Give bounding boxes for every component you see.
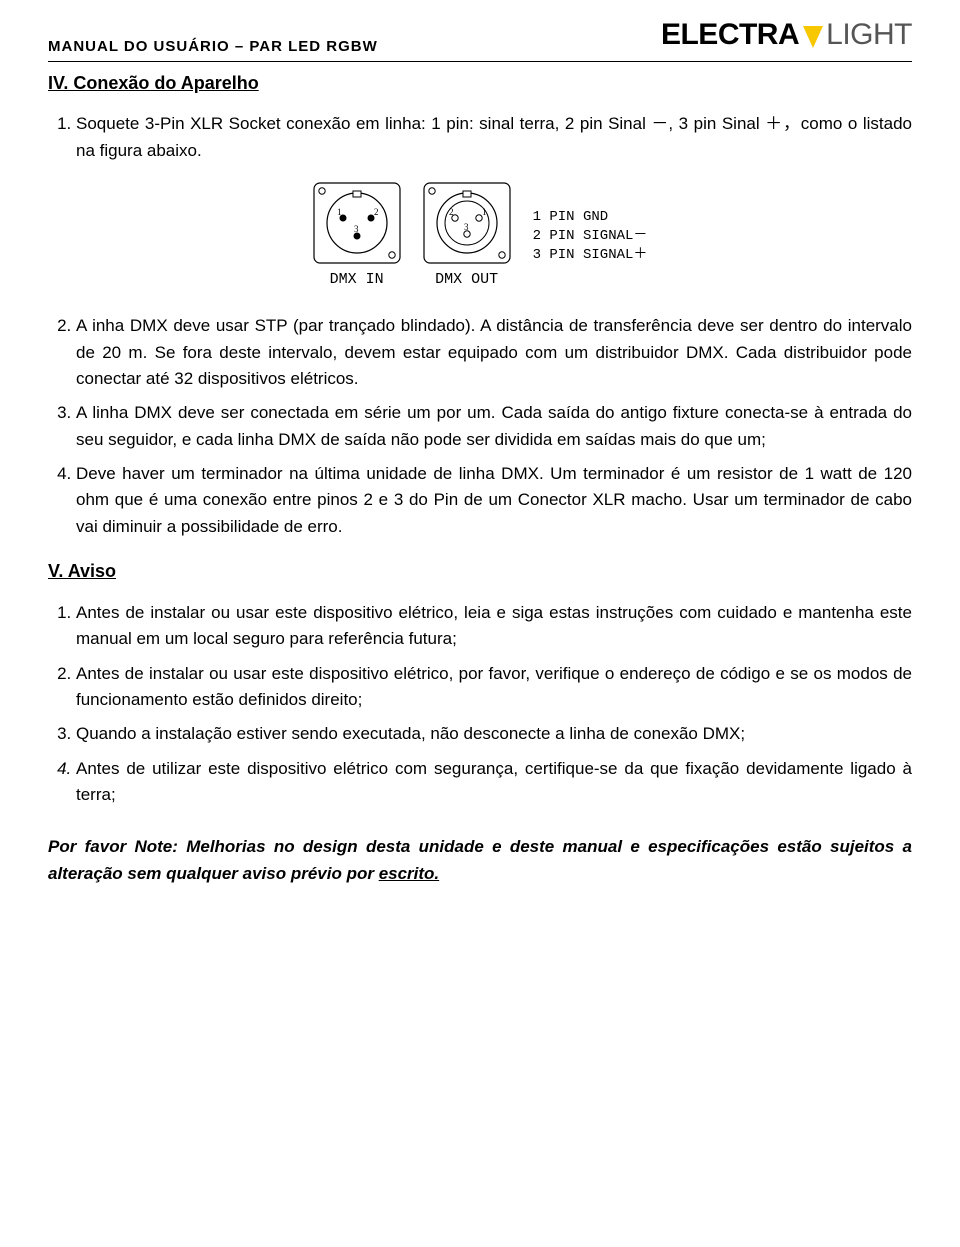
pin-legend-line: 2 PIN SIGNAL－ (533, 227, 648, 246)
list-item: A linha DMX deve ser conectada em série … (76, 400, 912, 453)
dmx-in-label: DMX IN (330, 268, 384, 291)
brand-logo: ELECTRA LIGHT (661, 12, 912, 59)
list-item: A inha DMX deve usar STP (par trançado b… (76, 313, 912, 392)
dmx-in-connector: 1 2 3 DMX IN (313, 182, 401, 291)
xlr-in-icon: 1 2 3 (313, 182, 401, 264)
xlr-figure: 1 2 3 DMX IN 2 1 3 DMX OUT 1 PIN GND 2 P… (48, 182, 912, 291)
list-item: Soquete 3-Pin XLR Socket conexão em linh… (76, 111, 912, 164)
svg-text:3: 3 (354, 224, 359, 234)
brand-light: LIGHT (826, 12, 912, 59)
section-4-list: Soquete 3-Pin XLR Socket conexão em linh… (52, 111, 912, 164)
list-item: Antes de utilizar este dispositivo elétr… (76, 756, 912, 809)
footer-note: Por favor Note: Melhorias no design dest… (48, 834, 912, 887)
list-item: Deve haver um terminador na última unida… (76, 461, 912, 540)
svg-text:2: 2 (449, 207, 454, 217)
header-title: MANUAL DO USUÁRIO – PAR LED RGBW (48, 35, 378, 58)
section-5-title: V. Aviso (48, 558, 912, 586)
note-text: Por favor Note: Melhorias no design dest… (48, 837, 912, 882)
section-5-list: Antes de instalar ou usar este dispositi… (52, 600, 912, 808)
brand-electra: ELECTRA (661, 12, 799, 59)
dmx-out-label: DMX OUT (435, 268, 498, 291)
brand-triangle-icon (803, 26, 823, 48)
svg-text:1: 1 (337, 207, 342, 217)
xlr-out-icon: 2 1 3 (423, 182, 511, 264)
svg-text:2: 2 (374, 207, 379, 217)
svg-text:1: 1 (482, 207, 487, 217)
list-item: Antes de instalar ou usar este dispositi… (76, 600, 912, 653)
section-4-title: IV. Conexão do Aparelho (48, 70, 912, 98)
pin-legend-line: 3 PIN SIGNAL＋ (533, 246, 648, 265)
page-header: MANUAL DO USUÁRIO – PAR LED RGBW ELECTRA… (48, 12, 912, 62)
list-item: Quando a instalação estiver sendo execut… (76, 721, 912, 747)
list-item: Antes de instalar ou usar este dispositi… (76, 661, 912, 714)
pin-legend-line: 1 PIN GND (533, 208, 648, 227)
note-underlined: escrito. (379, 864, 439, 883)
dmx-out-connector: 2 1 3 DMX OUT (423, 182, 511, 291)
svg-text:3: 3 (464, 222, 469, 232)
pin-legend: 1 PIN GND 2 PIN SIGNAL－ 3 PIN SIGNAL＋ (533, 208, 648, 265)
section-4-list-cont: A inha DMX deve usar STP (par trançado b… (52, 313, 912, 540)
